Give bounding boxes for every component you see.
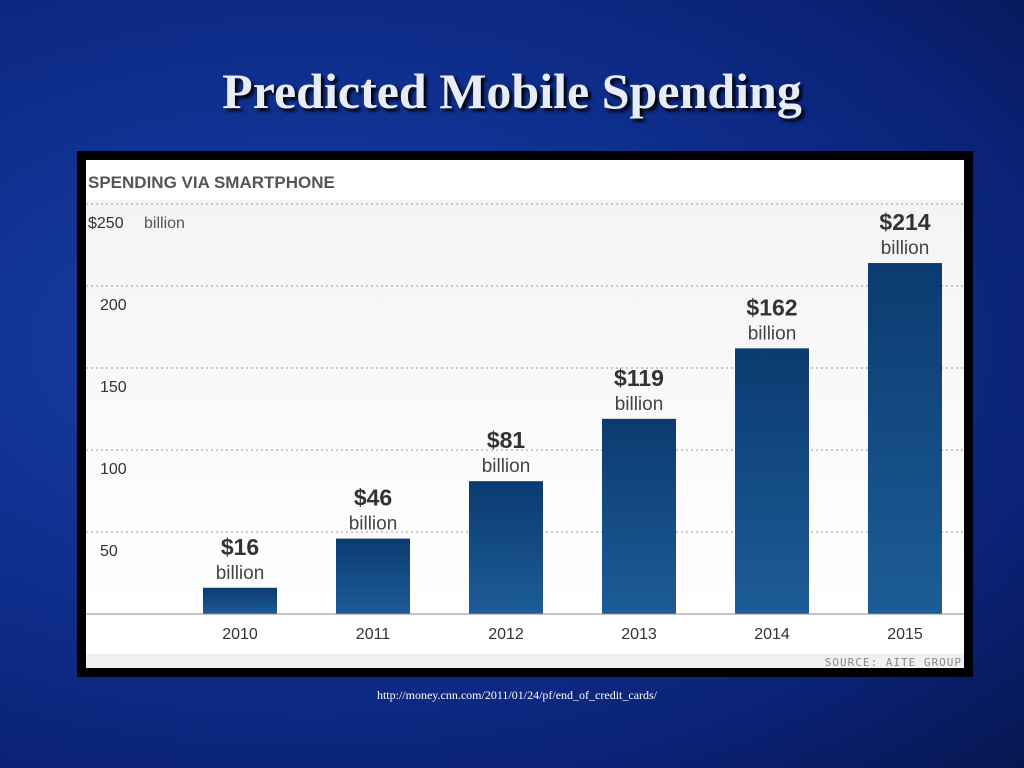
data-label-unit-2010: billion: [216, 563, 265, 584]
bar-2014: [735, 348, 809, 614]
data-label-value-2015: $214: [879, 209, 930, 235]
bar-2013: [602, 418, 676, 614]
x-tick-label-2013: 2013: [621, 626, 657, 643]
chart-source: SOURCE: AITE GROUP: [825, 656, 962, 668]
bar-2010: [203, 587, 277, 614]
data-label-unit-2011: billion: [349, 514, 398, 535]
y-tick-label-250: $250: [88, 215, 124, 232]
data-label-value-2011: $46: [354, 485, 392, 511]
y-tick-label-100: 100: [100, 461, 127, 478]
chart-panel: SPENDING VIA SMARTPHONE 50 100 150 200 $250 bi…: [86, 160, 964, 668]
data-label-unit-2014: billion: [748, 323, 797, 344]
x-tick-label-2011: 2011: [356, 626, 391, 643]
x-tick-label-2015: 2015: [887, 626, 923, 643]
x-tick-label-2010: 2010: [222, 626, 258, 643]
y-tick-label-200: 200: [100, 297, 127, 314]
bar-2015: [868, 263, 942, 614]
y-tick-label-50: 50: [100, 543, 118, 560]
data-label-unit-2015: billion: [881, 238, 930, 259]
bar-2012: [469, 481, 543, 614]
x-tick-label-2012: 2012: [488, 626, 524, 643]
x-tick-label-2014: 2014: [754, 626, 790, 643]
data-label-value-2014: $162: [746, 294, 797, 320]
data-label-value-2012: $81: [487, 427, 526, 453]
source-url: http://money.cnn.com/2011/01/24/pf/end_o…: [376, 688, 658, 702]
chart-title: SPENDING VIA SMARTPHONE: [88, 173, 335, 192]
data-label-unit-2013: billion: [615, 394, 664, 415]
bar-chart: SPENDING VIA SMARTPHONE 50 100 150 200 $250 bi…: [86, 173, 964, 668]
data-label-value-2013: $119: [614, 365, 664, 391]
data-label-value-2010: $16: [221, 534, 259, 560]
slide-title: Predicted Mobile Spending: [222, 63, 802, 119]
source-strip: [86, 654, 964, 668]
data-label-unit-2012: billion: [482, 456, 531, 477]
y-tick-label-150: 150: [100, 379, 127, 396]
chart-frame: SPENDING VIA SMARTPHONE 50 100 150 200 $250 bi…: [77, 151, 973, 677]
y-tick-unit: billion: [144, 215, 185, 232]
bar-2011: [336, 538, 410, 614]
